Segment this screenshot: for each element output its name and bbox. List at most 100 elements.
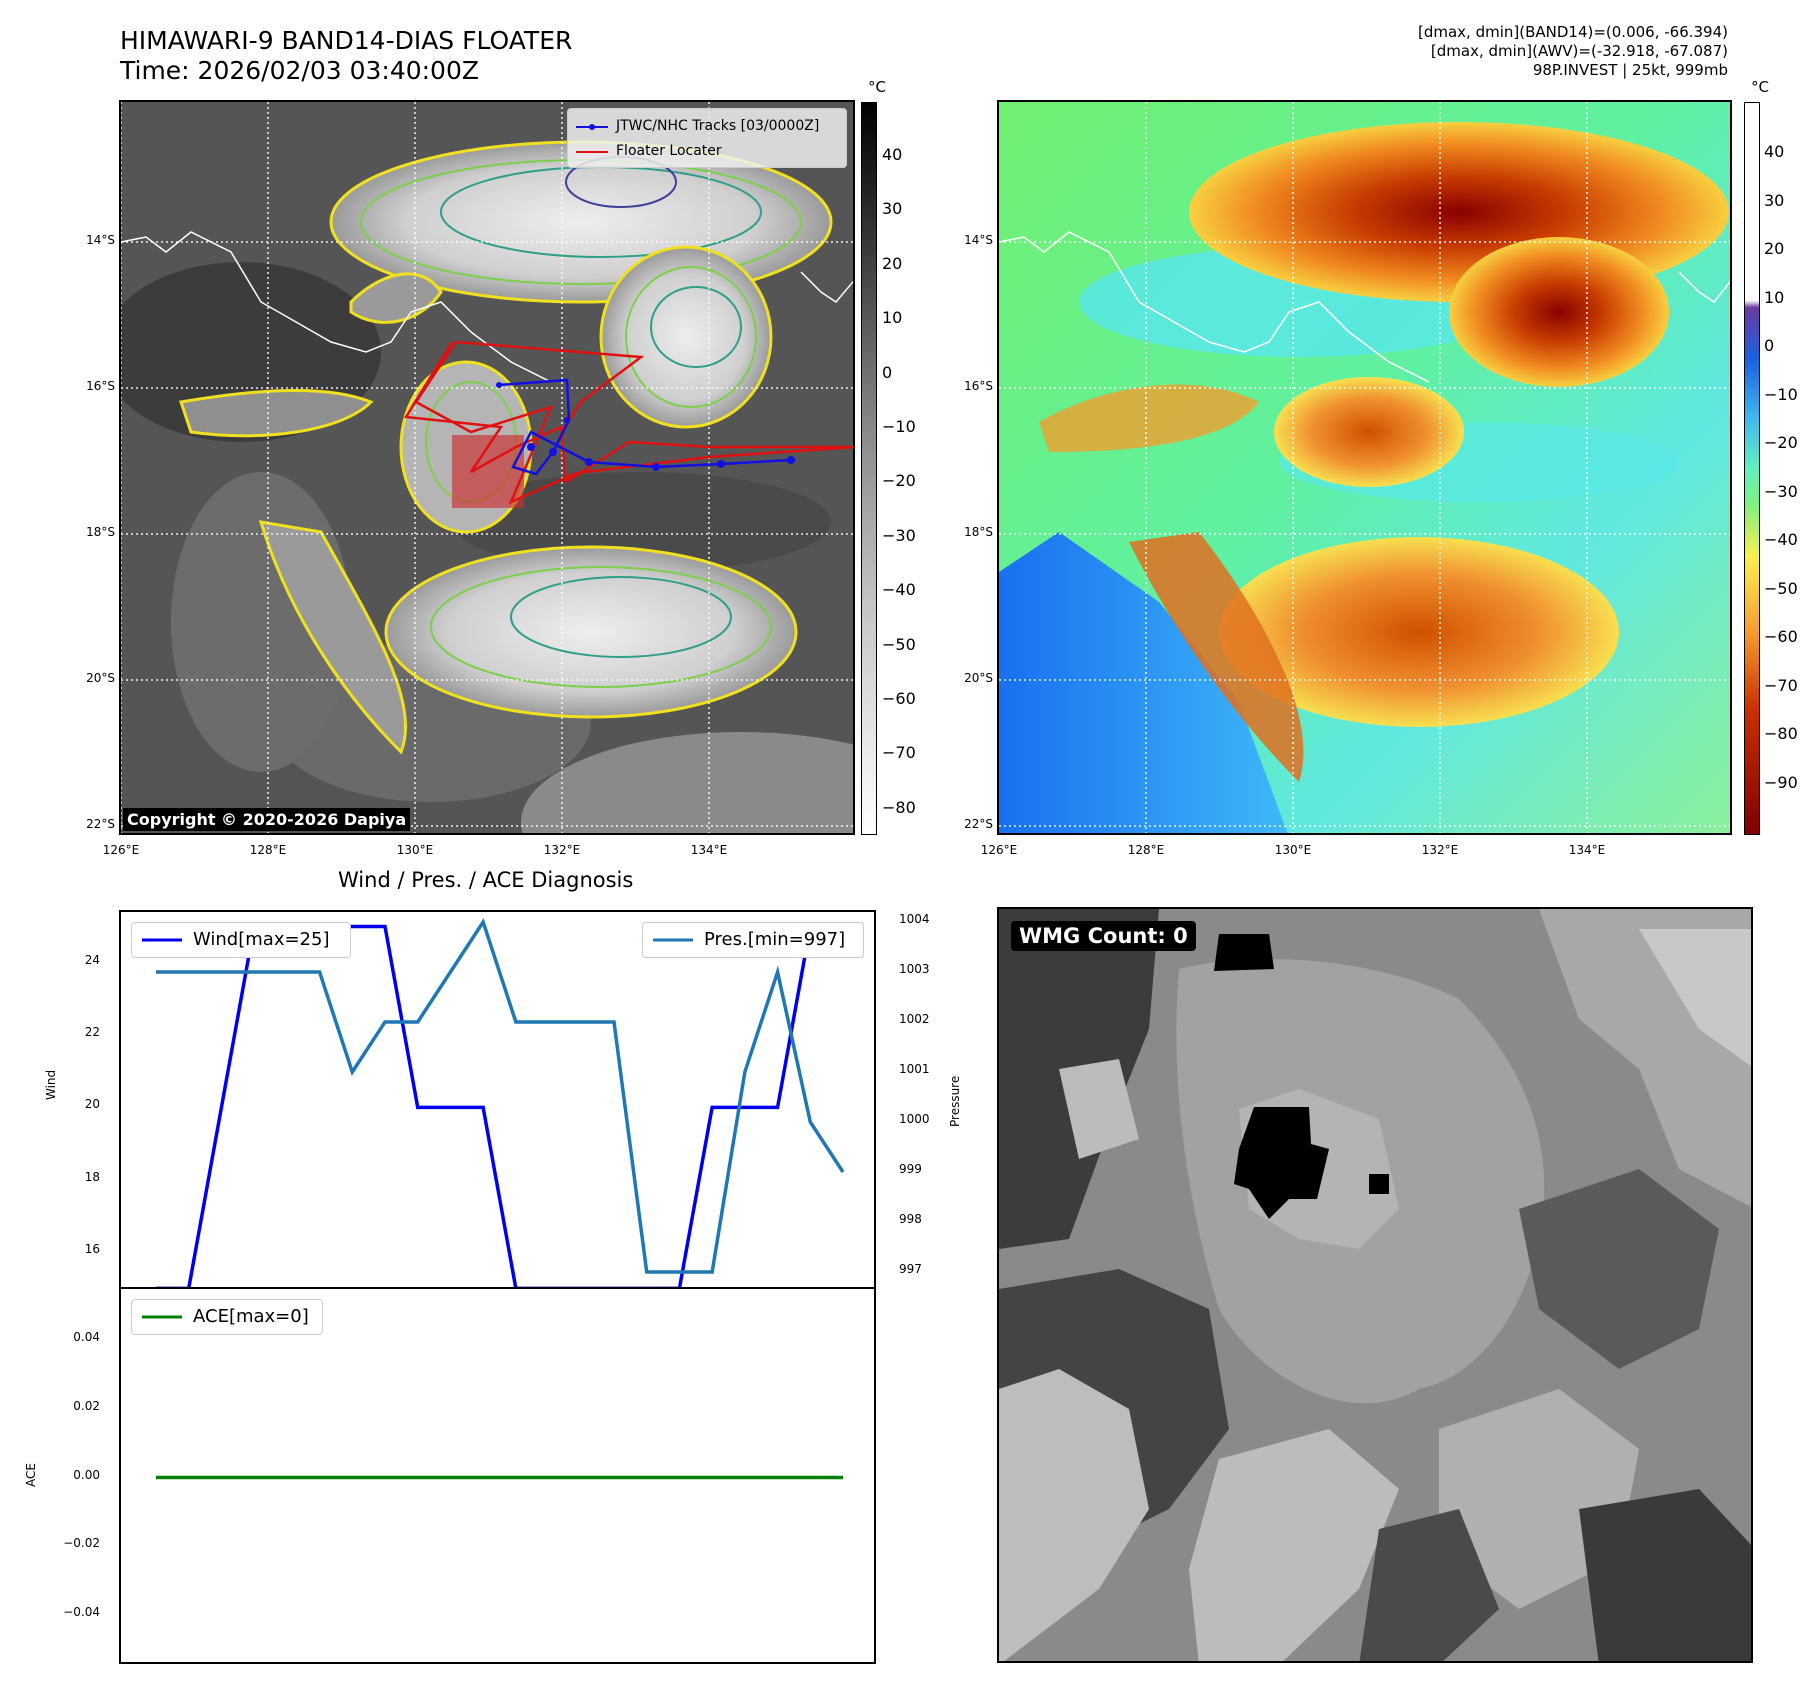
ace-legend-label: ACE[max=0] [193,1306,309,1327]
ir-colorbar-tick: −20 [882,471,916,491]
wind-tick: 18 [84,1169,100,1184]
wind-tick: 20 [84,1097,100,1112]
awv-lat-tick: 16°S [964,379,993,393]
wind-tick: 24 [84,952,100,967]
wind-axis-label: Wind [44,1069,58,1100]
ir-colorbar-tick: −80 [882,797,916,817]
ir-colorbar-tick: −30 [882,525,916,545]
awv-map-panel [997,100,1732,835]
pressure-series-line [156,917,845,1274]
awv-lon-tick: 128°E [1127,843,1165,857]
ir-map-panel: JTWC/NHC Tracks [03/0000Z] Floater Locat… [119,100,855,835]
awv-lat-tick: 22°S [964,817,993,831]
awv-core-east [1449,237,1669,387]
copyright-label: Copyright © 2020-2026 Dapiya [123,808,411,831]
meta-awv: [dmax, dmin](AWV)=(-32.918, -67.087) [1430,42,1728,60]
ir-lon-tick: 134°E [690,843,728,857]
legend-jtwc: JTWC/NHC Tracks [03/0000Z] [616,118,820,134]
ace-tick: 0.04 [73,1330,100,1345]
awv-colorbar-tick: −50 [1764,578,1798,598]
ace-tick: −0.02 [63,1536,100,1551]
ace-plot [156,1475,843,1480]
awv-lat-tick: 14°S [964,233,993,247]
diagnosis-title: Wind / Pres. / ACE Diagnosis [338,868,634,892]
ir-lon-tick: 128°E [249,843,287,857]
pressure-tick: 1000 [899,1112,930,1126]
ace-legend: ACE[max=0] [131,1299,323,1335]
ir-lon-tick: 132°E [543,843,581,857]
awv-colorbar-tick: −70 [1764,675,1798,695]
ace-panel: ACE[max=0] [119,1287,876,1664]
ir-colorbar-tick: −60 [882,689,916,708]
ace-axis-label: ACE [24,1463,38,1487]
awv-map-svg [999,102,1730,833]
awv-lon-tick: 134°E [1568,843,1606,857]
awv-lat-tick: 18°S [964,525,993,539]
ir-lat-tick: 22°S [86,817,115,831]
wind-pressure-plot [156,917,845,1288]
awv-colorbar-tick: 0 [1764,336,1775,355]
figure-title: HIMAWARI-9 BAND14-DIAS FLOATER [120,26,573,55]
pressure-tick: 998 [899,1212,922,1226]
ir-lon-tick: 130°E [396,843,434,857]
awv-colorbar-tick: 20 [1764,239,1785,258]
pressure-tick: 1001 [899,1062,930,1076]
awv-lon-tick: 132°E [1421,843,1459,857]
ace-tick: −0.04 [63,1604,100,1619]
awv-colorbar-tick: 30 [1764,190,1785,210]
ir-lat-tick: 14°S [86,233,115,247]
wmg-image [999,909,1751,1661]
ace-tick: 0.02 [73,1398,100,1413]
ir-lat-tick: 20°S [86,671,115,685]
awv-colorbar-tick: −20 [1764,433,1798,452]
wind-legend-label: Wind[max=25] [193,929,330,950]
legend-floater: Floater Locater [616,143,722,159]
awv-colorbar-unit: °C [1751,78,1769,96]
ir-legend: JTWC/NHC Tracks [03/0000Z] Floater Locat… [567,108,847,168]
wind-legend: Wind[max=25] [131,922,351,958]
awv-lon-tick: 126°E [980,843,1018,857]
ir-colorbar-tick: 0 [882,362,893,382]
awv-colorbar-tick: −30 [1764,481,1798,501]
awv-dry-slot [999,532,1288,833]
ir-colorbar-tick: 40 [882,145,903,164]
ir-colorbar-tick: −50 [882,634,916,654]
cloud-south [384,545,798,719]
ir-colorbar-tick: −40 [882,580,916,600]
pressure-tick: 999 [899,1162,922,1176]
ir-lat-tick: 18°S [86,525,115,539]
awv-colorbar-tick: −80 [1764,724,1798,743]
meta-band14: [dmax, dmin](BAND14)=(0.006, -66.394) [1417,23,1728,41]
wind-pressure-panel: Wind[max=25] Pres.[min=997] [119,910,876,1290]
awv-colorbar-tick: −10 [1764,384,1798,404]
meta-storm: 98P.INVEST | 25kt, 999mb [1532,61,1728,79]
ace-tick: 0.00 [73,1467,100,1482]
awv-lon-tick: 130°E [1274,843,1312,857]
awv-lat-tick: 20°S [964,671,993,685]
awv-colorbar-tick: −90 [1764,772,1798,792]
figure-time: Time: 2026/02/03 03:40:00Z [120,56,479,85]
pressure-tick: 1004 [899,912,930,926]
pressure-legend: Pres.[min=997] [642,922,864,958]
ir-colorbar-unit: °C [868,78,886,96]
wmg-panel: WMG Count: 0 [997,907,1753,1663]
ir-lat-tick: 16°S [86,379,115,393]
pressure-legend-label: Pres.[min=997] [704,929,846,950]
pressure-tick: 1002 [899,1012,930,1026]
coastline [121,231,552,383]
ir-colorbar [861,102,877,835]
ir-colorbar-tick: 20 [882,253,903,273]
ir-colorbar-tick: −10 [882,417,916,436]
awv-colorbar-tick: 40 [1764,142,1785,161]
ir-map-svg [121,102,853,833]
floater-track [403,340,853,505]
wind-tick: 16 [84,1242,100,1257]
pressure-tick: 997 [899,1262,922,1276]
awv-colorbar-tick: 10 [1764,287,1785,307]
ir-colorbar-tick: 10 [882,308,903,328]
ir-lon-tick: 126°E [102,843,140,857]
awv-colorbar [1744,102,1760,835]
pressure-axis-label: Pressure [948,1075,962,1127]
awv-colorbar-tick: −40 [1764,530,1798,549]
ir-colorbar-tick: 30 [882,199,903,219]
